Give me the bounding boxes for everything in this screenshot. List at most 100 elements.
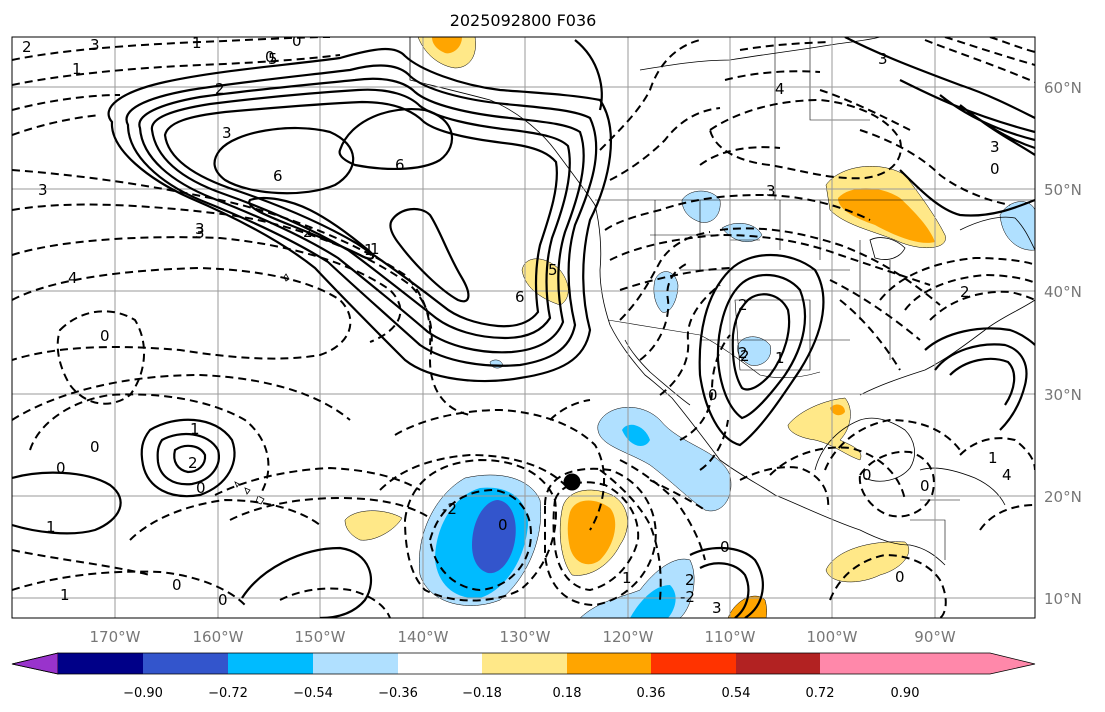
lon-label: 130°W (500, 628, 551, 646)
colorbar-swatch (651, 653, 736, 674)
colorbar-tick-label: −0.90 (123, 686, 163, 701)
gridlines (12, 37, 1035, 618)
contour-label: 1 (60, 586, 70, 604)
map-area: 2 3 1 1 0 2 5 3 0 6 6 3 2 1 4 6 3 3 4 0 … (12, 32, 1035, 618)
contour-label: 1 (988, 449, 998, 467)
contour-label: 5 (268, 50, 278, 68)
contour-label: 0 (895, 568, 905, 586)
storm-center-marker (563, 473, 581, 491)
contour-label: 2 (215, 80, 225, 98)
contour-label: 2 (960, 283, 970, 301)
lat-label: 20°N (1044, 488, 1082, 506)
contour-label: 0 (100, 327, 110, 345)
contour-label: 0 (90, 438, 100, 456)
contour-label: 2 (738, 296, 748, 314)
lon-label: 140°W (398, 628, 449, 646)
contour-label: 0 (498, 516, 508, 534)
neg-anomaly-region (653, 271, 679, 313)
lon-label: 120°W (603, 628, 654, 646)
contour-label: 2 (740, 347, 750, 365)
contour-label: 1 (190, 420, 200, 438)
contour-label: 0 (920, 477, 930, 495)
colorbar-swatch (398, 653, 482, 674)
lat-label: 50°N (1044, 181, 1082, 199)
colorbar-tick-label: −0.54 (293, 686, 333, 701)
contour-label: 2 (738, 344, 748, 362)
colorbar-tick-label: 0.36 (637, 686, 666, 701)
contour-label: 3 (195, 220, 205, 238)
contour-label: 0 (990, 160, 1000, 178)
colorbar-extend-right (905, 653, 1035, 674)
neg-anomaly-region (622, 424, 650, 446)
colorbar-swatch (736, 653, 820, 674)
neg-anomaly-region (737, 336, 772, 366)
colorbar: −0.90 −0.72 −0.54 −0.36 −0.18 0.18 0.36 … (11, 652, 1036, 701)
contour-label: 1 (72, 60, 82, 78)
colorbar-tick-label: −0.18 (462, 686, 502, 701)
contour-label: 0 (265, 48, 275, 66)
contour-label: 0 (196, 479, 206, 497)
contour-label: 0 (56, 459, 66, 477)
contour-label: 0 (218, 591, 228, 609)
contour-label: 1 (622, 569, 632, 587)
colorbar-swatch (482, 653, 567, 674)
lon-label: 100°W (807, 628, 858, 646)
contour-label: 1 (46, 518, 56, 536)
lat-label: 60°N (1044, 79, 1082, 97)
colorbar-swatch (313, 653, 398, 674)
lon-label: 110°W (705, 628, 756, 646)
contour-label: 0 (172, 576, 182, 594)
latitude-labels: 60°N 50°N 40°N 30°N 20°N 10°N (1044, 79, 1082, 608)
contour-label: 4 (775, 80, 785, 98)
colorbar-tick-label: 0.18 (553, 686, 582, 701)
contour-label: 4 (1002, 466, 1012, 484)
pos-anomaly-region (344, 510, 403, 541)
lat-label: 40°N (1044, 283, 1082, 301)
contour-label: 0 (292, 32, 302, 50)
pos-anomaly-region (825, 541, 910, 583)
contour-label: 0 (708, 386, 718, 404)
lon-label: 160°W (193, 628, 244, 646)
colorbar-tick-label: 0.72 (806, 686, 835, 701)
contour-label: 6 (395, 156, 405, 174)
lon-label: 170°W (90, 628, 141, 646)
map-title: 2025092800 F036 (450, 11, 597, 30)
contour-label: 3 (990, 138, 1000, 156)
colorbar-swatch (143, 653, 228, 674)
contour-label: 3 (878, 50, 888, 68)
contour-label: 6 (515, 288, 525, 306)
longitude-labels: 170°W 160°W 150°W 140°W 130°W 120°W 110°… (90, 628, 956, 646)
dashed-contours (12, 37, 1035, 618)
contour-label: 6 (273, 167, 283, 185)
neg-anomaly-region (999, 201, 1035, 251)
contour-label: 2 (188, 454, 198, 472)
contour-label: 1 (364, 241, 374, 259)
lat-label: 30°N (1044, 386, 1082, 404)
contour-label: 3 (766, 182, 776, 200)
contour-label: 5 (548, 261, 558, 279)
colorbar-tick-label: 0.90 (891, 686, 920, 701)
contour-label: 3 (195, 224, 205, 242)
contour-label: 4 (68, 269, 78, 287)
contour-label: 1 (775, 349, 785, 367)
contour-label: 3 (90, 36, 100, 54)
colorbar-swatch (820, 653, 905, 674)
contour-label: 2 (303, 223, 313, 241)
contour-label: -2 (442, 500, 457, 518)
lon-label: 90°W (914, 628, 956, 646)
colorbar-swatch (58, 653, 143, 674)
colorbar-tick-label: −0.36 (378, 686, 418, 701)
contour-label: 2 (685, 571, 695, 589)
map-frame (11, 36, 1036, 619)
pos-anomaly-region (567, 500, 616, 565)
lat-label: 10°N (1044, 590, 1082, 608)
contour-label: 1 (370, 240, 380, 258)
colorbar-outline (11, 652, 1036, 675)
pos-anomaly-region (727, 595, 767, 618)
colorbar-swatch (567, 653, 651, 674)
contour-label: 3 (222, 124, 232, 142)
neg-anomaly-region (630, 585, 676, 618)
pos-anomaly-region (838, 188, 935, 243)
colorbar-extend-left (11, 652, 59, 675)
